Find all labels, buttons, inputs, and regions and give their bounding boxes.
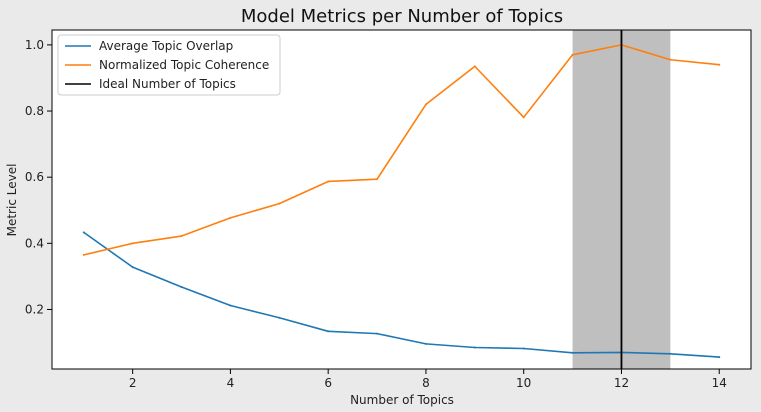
x-tick-label-10: 10 — [516, 376, 531, 390]
data-point-normalized-topic-coherence-1 — [82, 253, 85, 256]
data-point-normalized-topic-coherence-9 — [473, 65, 476, 68]
plot-frame — [51, 29, 752, 370]
data-point-normalized-topic-coherence-11 — [571, 53, 574, 56]
data-point-average-topic-overlap-10 — [522, 347, 525, 350]
x-tick-label-2: 2 — [129, 376, 137, 390]
series-line-average-topic-overlap — [83, 231, 720, 358]
x-tick-label-8: 8 — [422, 376, 430, 390]
data-point-normalized-topic-coherence-10 — [522, 116, 525, 119]
data-point-normalized-topic-coherence-7 — [376, 178, 379, 181]
legend-label-normalized-topic-coherence: Normalized Topic Coherence — [99, 58, 269, 72]
data-point-average-topic-overlap-5 — [278, 316, 281, 319]
legend-label-average-topic-overlap: Average Topic Overlap — [99, 39, 233, 53]
data-point-average-topic-overlap-9 — [473, 346, 476, 349]
y-tick-label-0.4: 0.4 — [25, 236, 44, 250]
data-point-normalized-topic-coherence-3 — [180, 235, 183, 238]
data-point-normalized-topic-coherence-13 — [669, 58, 672, 61]
x-tick-label-6: 6 — [324, 376, 332, 390]
x-tick-label-14: 14 — [712, 376, 727, 390]
data-point-average-topic-overlap-4 — [229, 304, 232, 307]
x-axis-label: Number of Topics — [350, 393, 454, 407]
y-tick-label-0.8: 0.8 — [25, 104, 44, 118]
legend-box — [57, 34, 281, 96]
x-tick-label-12: 12 — [614, 376, 629, 390]
data-point-normalized-topic-coherence-5 — [278, 202, 281, 205]
data-point-average-topic-overlap-13 — [669, 352, 672, 355]
y-tick-label-0.6: 0.6 — [25, 170, 44, 184]
data-point-average-topic-overlap-11 — [571, 351, 574, 354]
data-point-average-topic-overlap-3 — [180, 285, 183, 288]
y-tick-label-0.2: 0.2 — [25, 302, 44, 316]
data-point-normalized-topic-coherence-2 — [131, 242, 134, 245]
series-line-normalized-topic-coherence — [83, 44, 720, 256]
data-point-average-topic-overlap-7 — [376, 332, 379, 335]
data-point-average-topic-overlap-2 — [131, 266, 134, 269]
data-point-normalized-topic-coherence-6 — [327, 180, 330, 183]
legend: Average Topic Overlap Normalized Topic C… — [57, 34, 281, 96]
data-point-average-topic-overlap-6 — [327, 330, 330, 333]
data-point-average-topic-overlap-1 — [82, 231, 85, 234]
data-point-average-topic-overlap-14 — [718, 356, 721, 359]
data-point-normalized-topic-coherence-8 — [424, 103, 427, 106]
data-point-normalized-topic-coherence-4 — [229, 216, 232, 219]
data-point-average-topic-overlap-8 — [424, 342, 427, 345]
chart-title: Model Metrics per Number of Topics — [241, 6, 563, 27]
data-point-normalized-topic-coherence-14 — [718, 63, 721, 66]
y-tick-label-1: 1.0 — [25, 38, 44, 52]
y-axis-label: Metric Level — [5, 164, 19, 237]
legend-label-ideal-number-of-topics: Ideal Number of Topics — [99, 77, 236, 91]
x-tick-label-4: 4 — [227, 376, 235, 390]
